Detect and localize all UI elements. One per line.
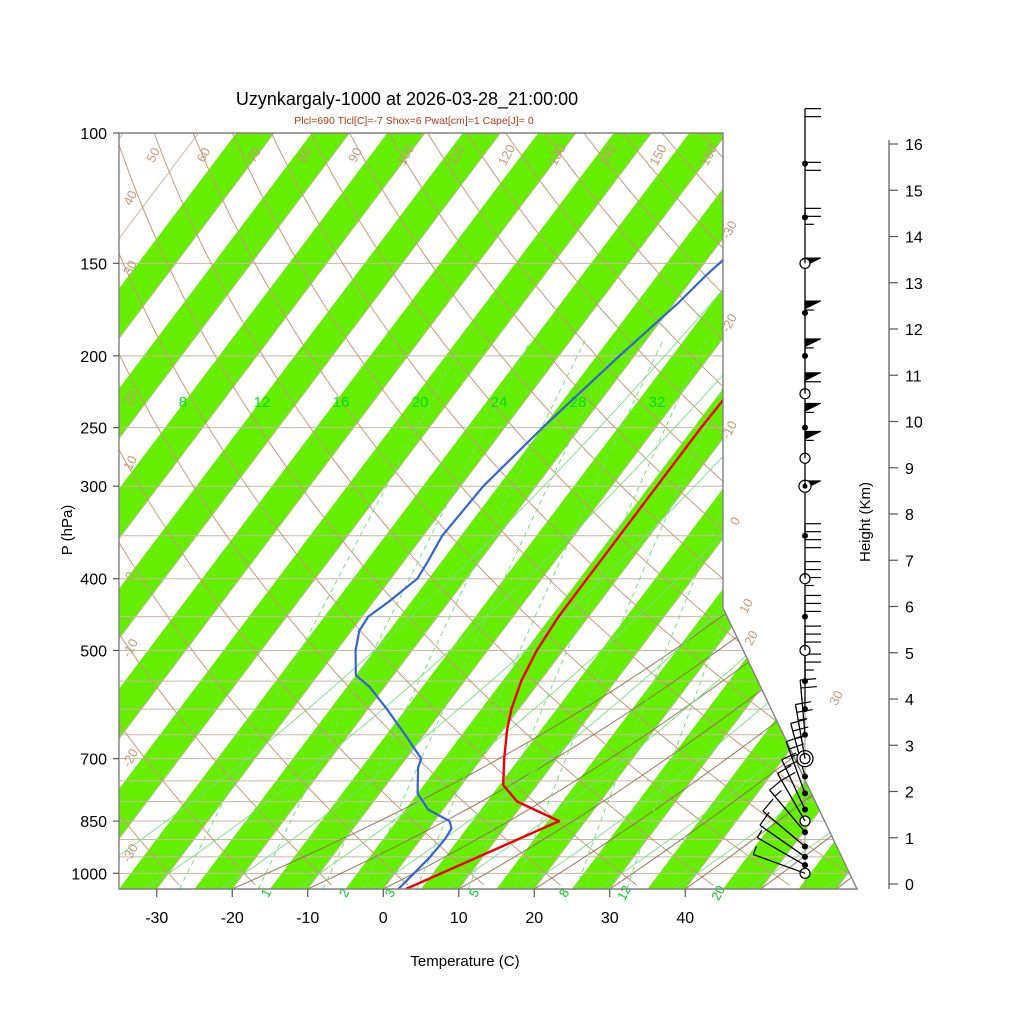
wind-staff bbox=[769, 789, 806, 833]
height-axis-label: Height (Km) bbox=[857, 482, 874, 562]
theta-label-90: 90 bbox=[345, 145, 365, 165]
height-tick-label-15: 15 bbox=[905, 183, 923, 200]
wind-barb-full bbox=[795, 701, 812, 706]
height-tick-label-13: 13 bbox=[905, 276, 923, 293]
pressure-tick-label-850: 850 bbox=[80, 814, 107, 831]
wind-staff bbox=[790, 723, 806, 777]
grid-labels: 50 60 70 80 90 100 110 120 130 140 150 160403020100… bbox=[119, 142, 846, 903]
wind-barb-full bbox=[762, 798, 774, 812]
wind-staff bbox=[794, 704, 806, 759]
wind-barb-half bbox=[774, 790, 782, 797]
temperature-tick-label--10: -10 bbox=[296, 910, 319, 927]
mixratio-label-20: 20 bbox=[412, 394, 429, 411]
temperature-tick-label-40: 40 bbox=[676, 910, 694, 927]
height-tick-label-8: 8 bbox=[905, 507, 914, 524]
theta-label-50: 50 bbox=[143, 145, 163, 165]
isotherm-right-10: 10 bbox=[736, 596, 756, 616]
wind-barb-full bbox=[792, 726, 809, 732]
x-axis-label: Temperature (C) bbox=[410, 953, 519, 970]
height-tick-label-1: 1 bbox=[905, 831, 914, 848]
isotherm-right-30: 30 bbox=[826, 688, 846, 708]
mixratio-label-24: 24 bbox=[491, 394, 508, 411]
dewpoint-curve bbox=[354, 176, 850, 889]
height-tick-label-6: 6 bbox=[905, 600, 914, 617]
wind-staff bbox=[759, 824, 806, 858]
wind-barb bbox=[769, 779, 808, 836]
height-tick-label-5: 5 bbox=[905, 646, 914, 663]
wind-barb-half bbox=[756, 829, 763, 838]
wind-barb bbox=[781, 752, 808, 813]
wind-staff bbox=[781, 759, 806, 810]
wind-barb-column bbox=[752, 108, 822, 887]
pressure-tick-label-400: 400 bbox=[80, 572, 107, 589]
wind-barb-half bbox=[752, 846, 757, 855]
pressure-tick-label-100: 100 bbox=[80, 126, 107, 143]
mixratio-bottom-12: 12 bbox=[614, 883, 634, 903]
temperature-tick-label-30: 30 bbox=[601, 910, 619, 927]
theta-label-70: 70 bbox=[244, 145, 264, 165]
wind-staff bbox=[785, 741, 806, 794]
theta-label-80: 80 bbox=[295, 145, 315, 165]
wind-barb bbox=[762, 798, 808, 850]
height-tick-label-16: 16 bbox=[905, 137, 923, 154]
height-tick-label-10: 10 bbox=[905, 415, 923, 432]
wind-barb-full bbox=[769, 779, 783, 791]
wind-barb-full bbox=[777, 764, 792, 774]
pressure-tick-label-150: 150 bbox=[80, 256, 107, 273]
isotherm-left-40: 40 bbox=[120, 188, 140, 208]
wind-barb-half bbox=[798, 718, 807, 721]
pressure-tick-label-300: 300 bbox=[80, 479, 107, 496]
pressure-tick-label-200: 200 bbox=[80, 349, 107, 366]
wind-staff bbox=[757, 837, 806, 866]
wind-barb-full bbox=[800, 685, 817, 689]
wind-barb bbox=[756, 829, 808, 869]
temperature-tick-label-10: 10 bbox=[450, 910, 468, 927]
height-tick-label-4: 4 bbox=[905, 692, 914, 709]
height-tick-label-2: 2 bbox=[905, 785, 914, 802]
wind-barb bbox=[802, 372, 822, 431]
height-tick-label-3: 3 bbox=[905, 738, 914, 755]
wind-staff bbox=[776, 773, 806, 822]
height-tick-label-7: 7 bbox=[905, 553, 914, 570]
temperature-tick-label-20: 20 bbox=[525, 910, 543, 927]
wind-staff bbox=[753, 853, 806, 874]
height-tick-label-14: 14 bbox=[905, 230, 923, 247]
wind-level-open-marker-inner bbox=[799, 753, 811, 765]
mixratio-label-16: 16 bbox=[333, 394, 350, 411]
wind-barb-half bbox=[794, 735, 804, 740]
temperature-tick-label-0: 0 bbox=[379, 910, 388, 927]
mixratio-bottom-20: 20 bbox=[708, 883, 728, 903]
isotherm-left-30: 30 bbox=[120, 258, 140, 278]
y-axis-label: P (hPa) bbox=[59, 505, 76, 556]
wind-staff bbox=[762, 810, 806, 848]
stability-indices-subtitle: Plcl=690 Tlcl[C]=-7 Shox=6 Pwat[cm]=1 Ca… bbox=[294, 115, 534, 127]
wind-barb bbox=[802, 108, 821, 167]
mixratio-label-8: 8 bbox=[179, 394, 187, 411]
height-tick-label-11: 11 bbox=[905, 368, 922, 385]
mixratio-label-28: 28 bbox=[570, 394, 587, 411]
height-tick-label-9: 9 bbox=[905, 461, 914, 478]
wind-barb bbox=[776, 764, 811, 827]
wind-barb bbox=[752, 846, 811, 879]
pressure-tick-label-500: 500 bbox=[80, 643, 107, 660]
pressure-tick-label-250: 250 bbox=[80, 421, 107, 438]
mixratio-label-32: 32 bbox=[649, 394, 666, 411]
pressure-tick-label-700: 700 bbox=[80, 752, 107, 769]
page-title: Uzynkargaly-1000 at 2026-03-28_21:00:00 bbox=[236, 89, 578, 110]
isotherm-right-20: 20 bbox=[741, 628, 761, 648]
temperature-tick-label--20: -20 bbox=[221, 910, 244, 927]
height-tick-label-0: 0 bbox=[905, 877, 914, 894]
mixratio-label-12: 12 bbox=[254, 394, 271, 411]
height-tick-label-12: 12 bbox=[905, 322, 923, 339]
isotherm-left-10: 10 bbox=[120, 453, 140, 473]
wind-barb-full bbox=[781, 771, 796, 781]
temperature-tick-label--30: -30 bbox=[145, 910, 168, 927]
pressure-tick-label-1000: 1000 bbox=[71, 866, 107, 883]
theta-label-60: 60 bbox=[194, 145, 214, 165]
wind-barb-full bbox=[781, 752, 797, 761]
isotherm-left-20: 20 bbox=[120, 388, 140, 408]
